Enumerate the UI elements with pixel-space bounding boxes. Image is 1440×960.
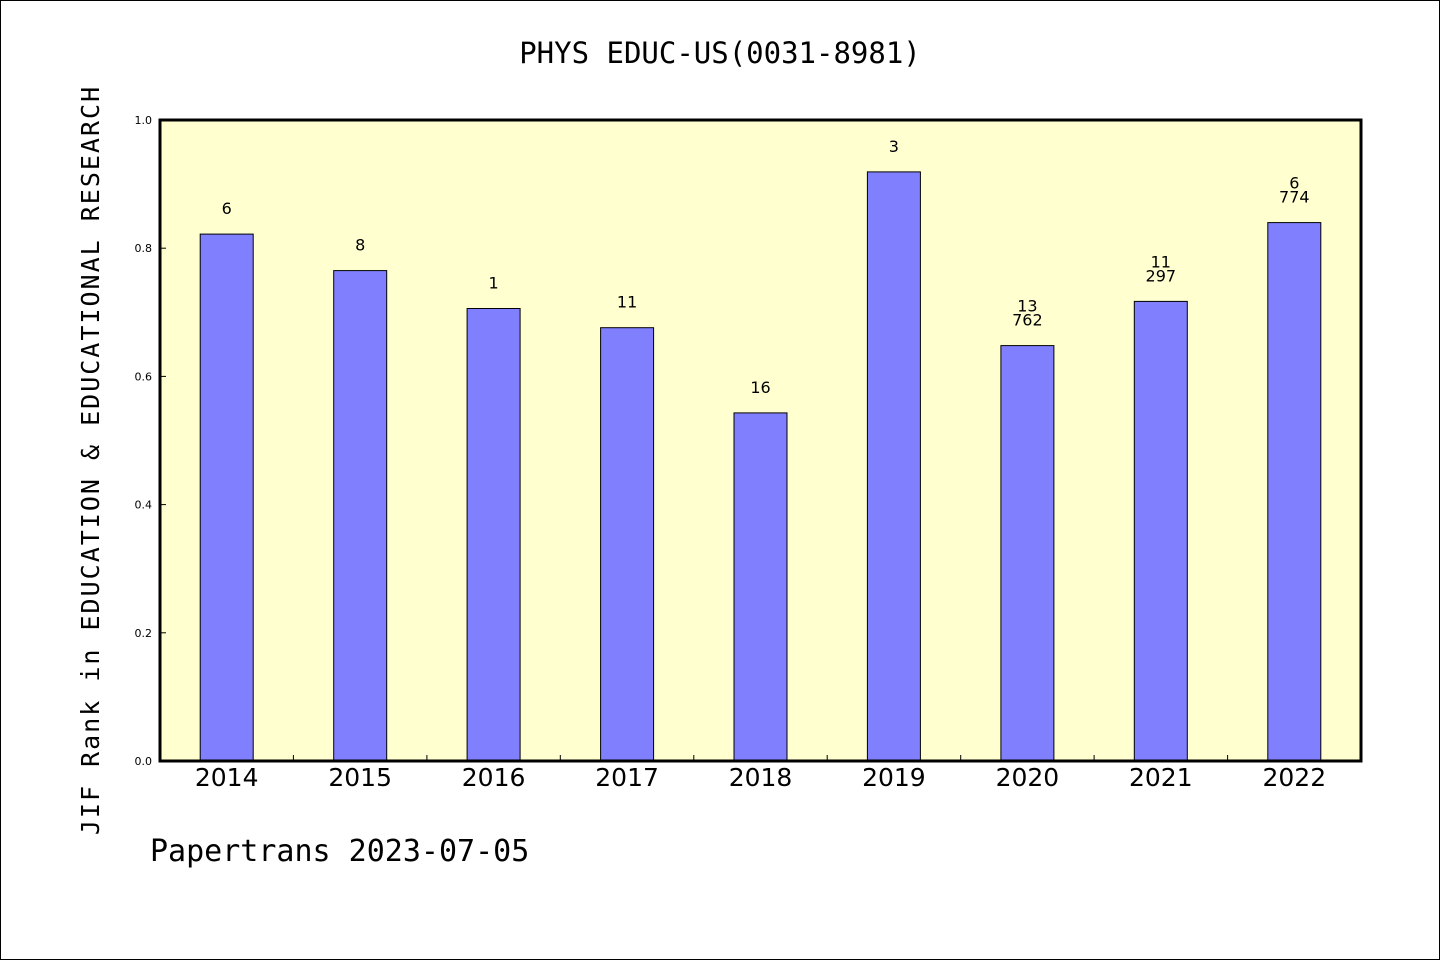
plot-border	[158, 118, 1363, 763]
bar-label-2021-1: 11	[1151, 252, 1171, 271]
x-tick-label-2019: 2019	[862, 763, 926, 792]
bar-2017	[600, 327, 655, 762]
y-tick-label-0.6: 0.6	[135, 370, 153, 383]
x-tick-label-2022: 2022	[1262, 763, 1326, 792]
bar-2015	[333, 270, 388, 762]
bar-2019	[866, 171, 921, 762]
y-axis-title: JIF Rank in EDUCATION & EDUCATIONAL RESE…	[76, 85, 105, 835]
bar-label-2015: 8	[355, 236, 365, 255]
y-tick-label-0.4: 0.4	[135, 499, 153, 512]
x-tick-label-2021: 2021	[1129, 763, 1193, 792]
chart-title: PHYS EDUC-US(0031-8981)	[519, 36, 921, 70]
bar-label-2019: 3	[889, 137, 899, 156]
y-tick-label-0.2: 0.2	[135, 627, 153, 640]
footer-credit: Papertrans 2023-07-05	[150, 834, 530, 869]
bar-label-2022-1: 6	[1289, 174, 1299, 193]
bar-label-2014: 6	[222, 199, 232, 218]
bar-label-2020-2: 762	[1012, 311, 1043, 330]
bar-2016	[466, 308, 521, 762]
bar-label-2021-2: 297	[1146, 266, 1177, 285]
x-tick-label-2020: 2020	[996, 763, 1060, 792]
x-tick-label-2018: 2018	[729, 763, 793, 792]
y-tick-label-1.0: 1.0	[135, 114, 153, 127]
y-tick-label-0.8: 0.8	[135, 242, 153, 255]
x-tick-label-2017: 2017	[595, 763, 659, 792]
bar-label-2016: 1	[489, 274, 499, 293]
bar-2014	[199, 233, 254, 762]
bar-2022	[1267, 222, 1322, 762]
bar-label-2022-2: 774	[1279, 188, 1310, 207]
x-tick-label-2014: 2014	[195, 763, 259, 792]
bar-2021	[1133, 300, 1188, 762]
x-tick-label-2016: 2016	[462, 763, 526, 792]
bar-2018	[733, 412, 788, 762]
bar-label-2020-1: 13	[1017, 297, 1037, 316]
bar-2020	[1000, 345, 1055, 762]
x-tick-label-2015: 2015	[328, 763, 392, 792]
bar-label-2018: 16	[750, 378, 770, 397]
y-tick-label-0.0: 0.0	[135, 755, 153, 768]
bar-label-2017: 11	[617, 293, 637, 312]
